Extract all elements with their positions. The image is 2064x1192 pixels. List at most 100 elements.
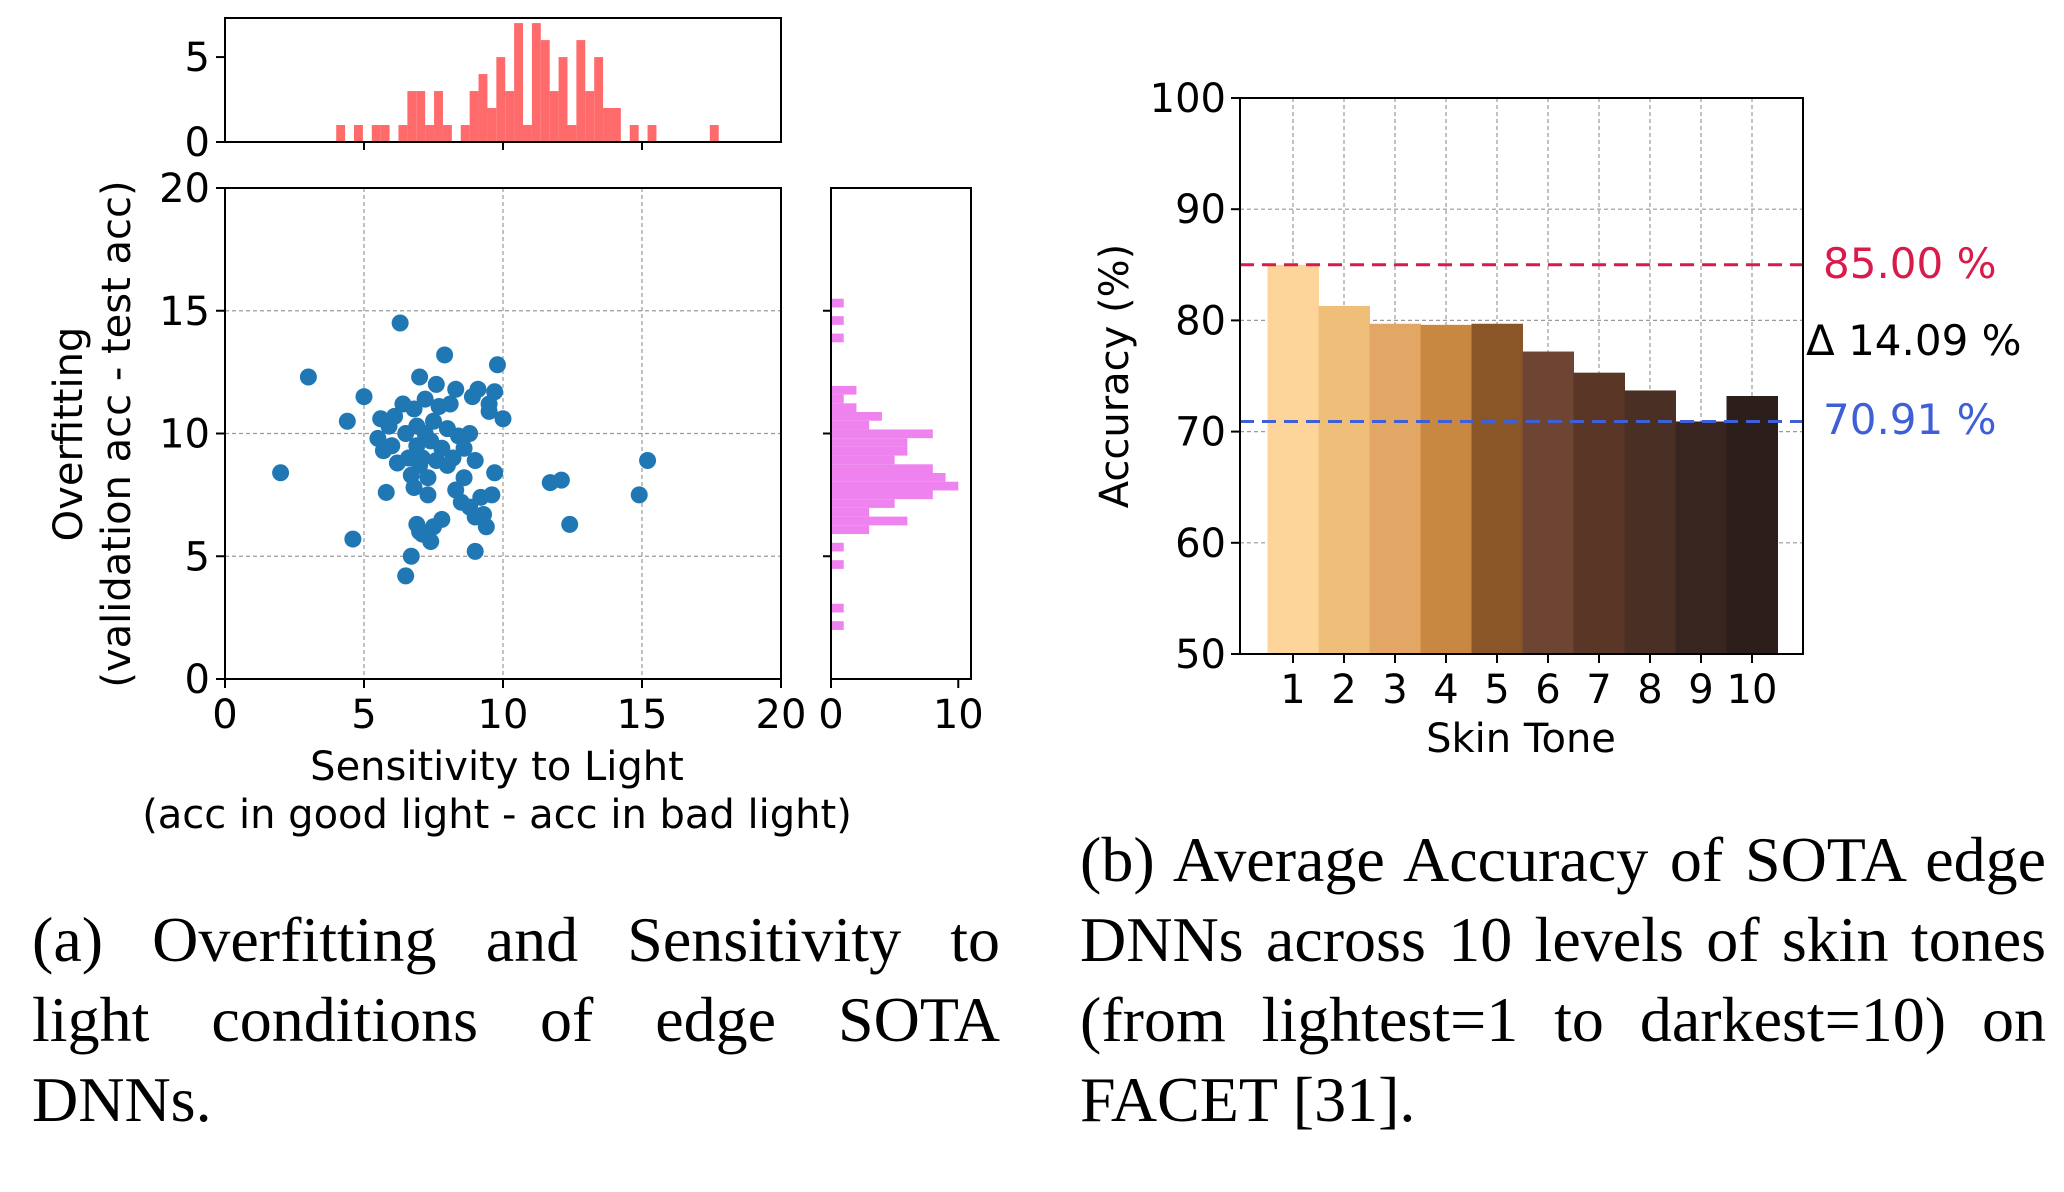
top-histogram-bar [407, 91, 417, 142]
scatter-point [397, 567, 415, 585]
scatter-ytick-label: 5 [185, 534, 210, 580]
top-histogram-bar [380, 125, 390, 142]
scatter-panel: 0 5 10 15 20 0 5 10 15 20 Sensitivity to Light (… [46, 166, 852, 838]
scatter-point [405, 400, 423, 418]
skin-tone-bar [1675, 421, 1727, 654]
skin-tone-bar [1420, 324, 1472, 654]
top-histogram-bar [336, 125, 346, 142]
top-histogram-bar [647, 125, 657, 142]
right-histogram-bar [831, 438, 908, 447]
top-histogram-bar [487, 108, 497, 142]
bar-xlabel: Skin Tone [1426, 716, 1616, 762]
scatter-point [386, 407, 404, 425]
scatter-x-ticks: 0 5 10 15 20 [212, 679, 806, 738]
skin-tone-bar [1522, 351, 1574, 654]
top-histogram-bar [469, 91, 479, 142]
caption-a: (a) Overfitting and Sensitivity to light… [32, 904, 1000, 1135]
right-histogram-bar [831, 333, 844, 343]
top-histogram: 05 [185, 17, 782, 166]
top-histogram-ytick-label: 5 [185, 35, 210, 81]
scatter-ylabel: Overfitting [46, 327, 92, 542]
right-histogram-bar [831, 621, 844, 630]
top-histogram-bar [629, 125, 639, 142]
scatter-point [405, 479, 423, 497]
skin-tone-bar [1267, 264, 1319, 654]
scatter-xtick-label: 10 [478, 692, 529, 738]
right-histogram-bar [831, 446, 908, 456]
right-histogram-bar [831, 560, 844, 569]
top-histogram-bar [567, 125, 577, 142]
top-histogram-bar [505, 91, 515, 142]
scatter-point [477, 518, 495, 536]
scatter-point [447, 380, 465, 398]
scatter-points [272, 314, 657, 585]
right-histogram-xtick-label: 10 [933, 692, 984, 738]
scatter-point [422, 533, 440, 551]
scatter-point [411, 368, 429, 386]
scatter-point [466, 542, 484, 560]
scatter-point [272, 464, 290, 482]
scatter-grid [225, 188, 781, 679]
right-histogram-bar [831, 420, 870, 430]
right-histogram-bar [831, 403, 857, 413]
scatter-point [416, 390, 434, 408]
bar-xtick-label: 9 [1688, 667, 1713, 713]
top-histogram-bar [478, 74, 488, 142]
top-histogram-bar [496, 57, 506, 142]
scatter-point [488, 356, 506, 374]
top-histogram-bar [549, 91, 559, 142]
bar-ylabel: Accuracy (%) [1092, 244, 1138, 509]
right-histogram-bar [831, 542, 844, 552]
right-histogram-y-ticks [823, 309, 831, 558]
scatter-y-ticks: 0 5 10 15 20 [159, 166, 225, 703]
bar-xtick-label: 2 [1331, 667, 1356, 713]
bar-bars [1267, 264, 1778, 654]
scatter-point [436, 346, 454, 364]
right-histogram-bar [831, 455, 895, 465]
top-histogram-bar [442, 125, 452, 142]
top-histogram-frame [224, 17, 782, 143]
scatter-point [433, 439, 451, 457]
bar-xtick-label: 4 [1433, 667, 1458, 713]
scatter-point [461, 498, 479, 516]
top-histogram-bar [709, 125, 719, 142]
scatter-xlabel: Sensitivity to Light [310, 744, 684, 790]
top-histogram-bar [558, 57, 568, 142]
right-histogram-bar [831, 316, 844, 325]
scatter-point [377, 483, 395, 501]
right-histogram-bar [831, 525, 870, 535]
scatter-ytick-label: 20 [159, 166, 210, 212]
top-histogram-bar [425, 125, 435, 142]
top-histogram-bar [603, 108, 612, 142]
scatter-point [408, 515, 426, 533]
scatter-point [413, 449, 431, 467]
skin-tone-bar [1369, 323, 1421, 654]
bar-xtick-label: 6 [1535, 667, 1560, 713]
right-histogram-x-ticks: 0 10 [818, 679, 984, 738]
scatter-point [402, 547, 420, 565]
bar-xtick-label: 10 [1727, 667, 1778, 713]
top-histogram-bar [371, 125, 381, 142]
scatter-point [630, 486, 648, 504]
scatter-point [455, 469, 473, 487]
scatter-point [419, 469, 437, 487]
right-histogram-bars [831, 298, 959, 630]
bar-ytick-label: 50 [1175, 632, 1226, 678]
min-accuracy-label: 70.91 % [1823, 395, 1997, 444]
skin-tone-bar [1624, 390, 1676, 654]
right-histogram-bar [831, 490, 933, 500]
top-histogram-bars [336, 23, 719, 143]
bar-ytick-label: 80 [1175, 298, 1226, 344]
bar-ytick-label: 100 [1150, 76, 1226, 122]
delta-accuracy-label: Δ 14.09 % [1806, 316, 2022, 365]
scatter-point [383, 437, 401, 455]
scatter-xtick-label: 5 [351, 692, 376, 738]
bar-ytick-label: 60 [1175, 521, 1226, 567]
right-histogram-bar [831, 603, 844, 613]
scatter-xtick-label: 15 [617, 692, 668, 738]
skin-tone-bar [1726, 396, 1778, 654]
top-histogram-bar [611, 108, 621, 142]
right-histogram: 0 10 [818, 187, 984, 738]
top-histogram-bar [576, 40, 586, 142]
right-histogram-bar [831, 481, 959, 491]
